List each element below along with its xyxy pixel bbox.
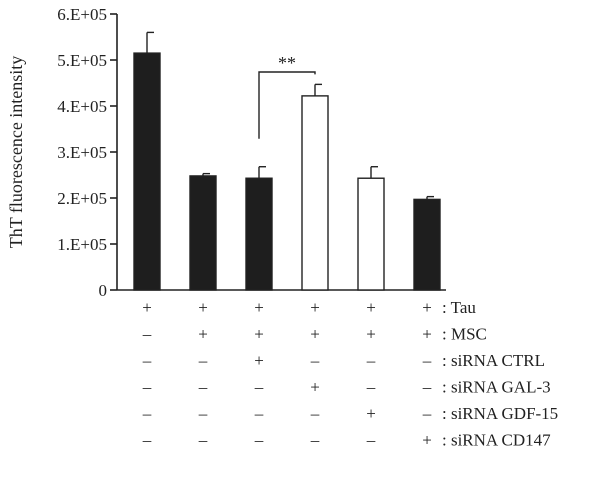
condition-mark: + [198,325,208,344]
y-tick-label: 0 [99,281,108,300]
bar-6 [413,198,441,291]
condition-label: : siRNA GAL-3 [442,378,551,397]
bar-1 [133,52,161,291]
condition-mark: + [366,404,376,423]
condition-label: : Tau [442,298,476,317]
y-tick-label: 5.E+05 [57,51,107,70]
condition-mark: – [366,378,376,397]
condition-label: : siRNA CTRL [442,351,545,370]
significance-label: ** [278,53,296,73]
condition-mark: – [198,378,208,397]
condition-mark: + [254,351,264,370]
condition-mark: + [422,325,432,344]
condition-label: : siRNA GDF-15 [442,404,558,423]
condition-mark: – [142,351,152,370]
condition-table: + + + + + +: Tau– + + + + +: MSC– – + – – –: siRNA CTRL… [142,298,558,450]
condition-mark: – [366,351,376,370]
condition-mark: + [254,298,264,317]
condition-mark: + [366,325,376,344]
condition-mark: – [422,351,432,370]
condition-mark: – [422,378,432,397]
condition-label: : MSC [442,325,487,344]
condition-mark: – [142,404,152,423]
bars [133,31,441,291]
condition-mark: + [142,298,152,317]
condition-mark: – [310,431,320,450]
condition-mark: – [310,404,320,423]
condition-mark: + [254,325,264,344]
condition-mark: – [254,404,264,423]
condition-label: : siRNA CD147 [442,431,551,450]
condition-mark: + [310,325,320,344]
bar-4 [301,95,329,291]
condition-mark: – [198,404,208,423]
y-tick-label: 1.E+05 [57,235,107,254]
condition-mark: – [142,378,152,397]
condition-mark: – [254,378,264,397]
y-tick-label: 6.E+05 [57,5,107,24]
condition-mark: – [366,431,376,450]
bar-5 [357,177,385,291]
y-axis: 0 1.E+05 2.E+05 3.E+05 4.E+05 5.E+05 6.E+05 [57,5,446,300]
bar-2 [189,175,217,291]
condition-mark: + [310,378,320,397]
condition-mark: + [422,431,432,450]
bar-3 [245,177,273,291]
condition-mark: – [198,351,208,370]
condition-mark: + [366,298,376,317]
condition-mark: – [142,325,152,344]
condition-mark: – [198,431,208,450]
condition-mark: – [142,431,152,450]
y-tick-label: 3.E+05 [57,143,107,162]
significance-bracket: ** [258,53,316,139]
condition-mark: + [310,298,320,317]
condition-mark: + [198,298,208,317]
y-axis-label: ThT fluorescence intensity [6,56,26,249]
condition-mark: – [254,431,264,450]
y-tick-label: 2.E+05 [57,189,107,208]
condition-mark: + [422,298,432,317]
condition-mark: – [422,404,432,423]
condition-mark: – [310,351,320,370]
significance-line [258,71,316,139]
y-tick-label: 4.E+05 [57,97,107,116]
